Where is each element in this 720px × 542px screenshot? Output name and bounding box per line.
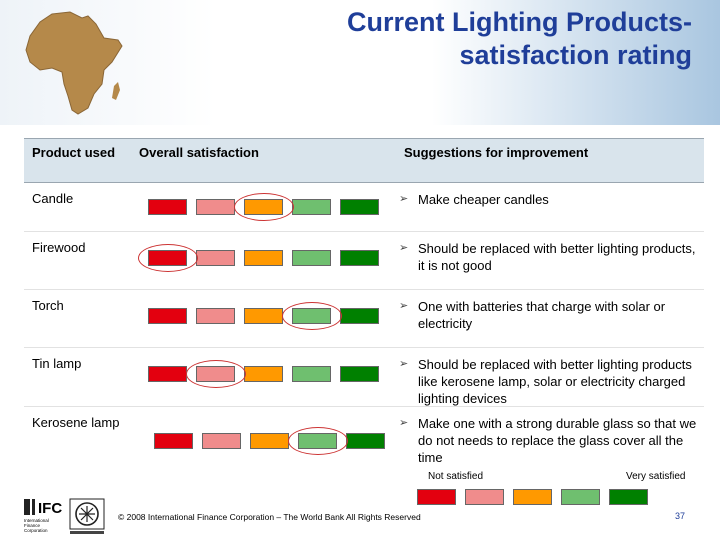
scale-block [340, 366, 379, 382]
scale-block [196, 250, 235, 266]
header-suggestions: Suggestions for improvement [404, 145, 589, 160]
product-name: Tin lamp [32, 356, 82, 371]
header-product-used: Product used [32, 145, 116, 160]
selected-rating-ring [138, 244, 198, 272]
table-row: Candle ➢ Make cheaper candles [24, 183, 704, 232]
suggestion-text: Make cheaper candles [418, 192, 549, 207]
scale-block [148, 199, 187, 215]
product-name: Torch [32, 298, 64, 313]
selected-rating-ring [282, 302, 342, 330]
table-row: Kerosene lamp ➢ Make one with a strong du… [24, 407, 704, 469]
suggestion: ➢ Make cheaper candles [399, 191, 699, 208]
legend-high: Very satisfied [626, 471, 686, 482]
suggestion: ➢ Should be replaced with better lighting… [399, 356, 699, 407]
scale-block [148, 308, 187, 324]
suggestion: ➢ Should be replaced with better lighting… [399, 240, 699, 274]
scale-block [465, 489, 504, 505]
table-header: Product used Overall satisfaction Sugges… [24, 138, 704, 183]
legend-low: Not satisfied [428, 471, 484, 482]
legend-scale [417, 489, 657, 505]
page-number: 37 [675, 511, 686, 521]
suggestion-text: One with batteries that charge with sola… [418, 299, 666, 331]
suggestion-text: Should be replaced with better lighting … [418, 241, 696, 273]
scale-block [292, 366, 331, 382]
scale-block [244, 366, 283, 382]
scale-block [244, 250, 283, 266]
ifc-logo-line-3: Corporation [24, 528, 48, 533]
selected-rating-ring [186, 360, 246, 388]
scale-block [340, 199, 379, 215]
suggestion: ➢ One with batteries that charge with sol… [399, 298, 699, 332]
scale-block [340, 308, 379, 324]
scale-block [346, 433, 385, 449]
product-name: Candle [32, 191, 74, 206]
suggestion-text: Make one with a strong durable glass so … [418, 416, 697, 465]
arrow-bullet-icon: ➢ [399, 193, 409, 205]
satisfaction-table: Product used Overall satisfaction Sugges… [24, 138, 704, 469]
satisfaction-scale [148, 360, 388, 388]
scale-block [561, 489, 600, 505]
table-row: Firewood ➢ Should be replaced with better… [24, 232, 704, 290]
scale-block [154, 433, 193, 449]
ifc-logo-icon: IFC International Finance Corporation [24, 498, 105, 534]
arrow-bullet-icon: ➢ [399, 300, 409, 312]
ifc-logo-text: IFC [38, 500, 62, 517]
scale-block [340, 250, 379, 266]
suggestion-text: Should be replaced with better lighting … [418, 357, 692, 406]
africa-map-icon [25, 11, 123, 115]
scale-block [244, 308, 283, 324]
header-background [0, 0, 720, 125]
title-line-1: Current Lighting Products- [347, 7, 692, 37]
footer-logos: IFC International Finance Corporation [24, 497, 114, 542]
header-overall-satisfaction: Overall satisfaction [139, 145, 259, 160]
table-row: Tin lamp ➢ Should be replaced with better… [24, 348, 704, 407]
copyright-text: © 2008 International Finance Corporation… [118, 512, 421, 522]
table-row: Torch ➢ One with batteries that charge wi… [24, 290, 704, 348]
product-name: Firewood [32, 240, 86, 255]
arrow-bullet-icon: ➢ [399, 242, 409, 254]
satisfaction-scale [148, 302, 388, 330]
arrow-bullet-icon: ➢ [399, 417, 409, 429]
selected-rating-ring [234, 193, 294, 221]
scale-block [196, 199, 235, 215]
satisfaction-scale [148, 193, 388, 221]
product-name: Kerosene lamp [32, 415, 120, 430]
scale-block [148, 366, 187, 382]
scale-block [417, 489, 456, 505]
title-line-2: satisfaction rating [459, 40, 692, 70]
ifc-logo-line-2: Finance [24, 523, 41, 528]
scale-block [609, 489, 648, 505]
scale-block [292, 199, 331, 215]
satisfaction-scale [138, 244, 388, 272]
scale-block [196, 308, 235, 324]
slide-title: Current Lighting Products- satisfaction … [347, 6, 692, 72]
arrow-bullet-icon: ➢ [399, 358, 409, 370]
ifc-logo-line-1: International [24, 518, 49, 523]
scale-block [292, 250, 331, 266]
selected-rating-ring [288, 427, 348, 455]
suggestion: ➢ Make one with a strong durable glass so… [399, 415, 699, 466]
scale-block [202, 433, 241, 449]
scale-block [250, 433, 289, 449]
scale-block [513, 489, 552, 505]
satisfaction-scale [154, 427, 394, 455]
